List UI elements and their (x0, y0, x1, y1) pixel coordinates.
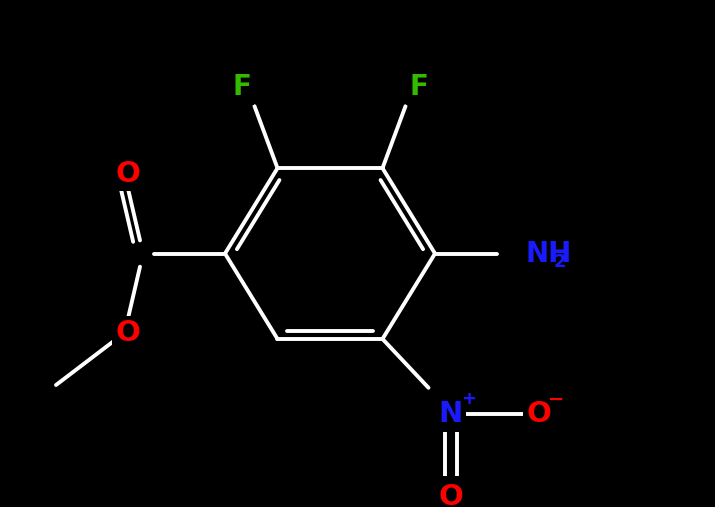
Text: F: F (409, 74, 428, 101)
Text: 2: 2 (553, 253, 566, 271)
Text: NH: NH (525, 239, 571, 268)
Text: O: O (116, 160, 140, 188)
Text: F: F (232, 74, 251, 101)
Text: +: + (461, 390, 476, 408)
Text: −: − (548, 389, 565, 409)
Text: O: O (438, 483, 463, 507)
Text: N: N (438, 400, 463, 428)
Text: O: O (526, 400, 551, 428)
Text: O: O (116, 319, 140, 347)
